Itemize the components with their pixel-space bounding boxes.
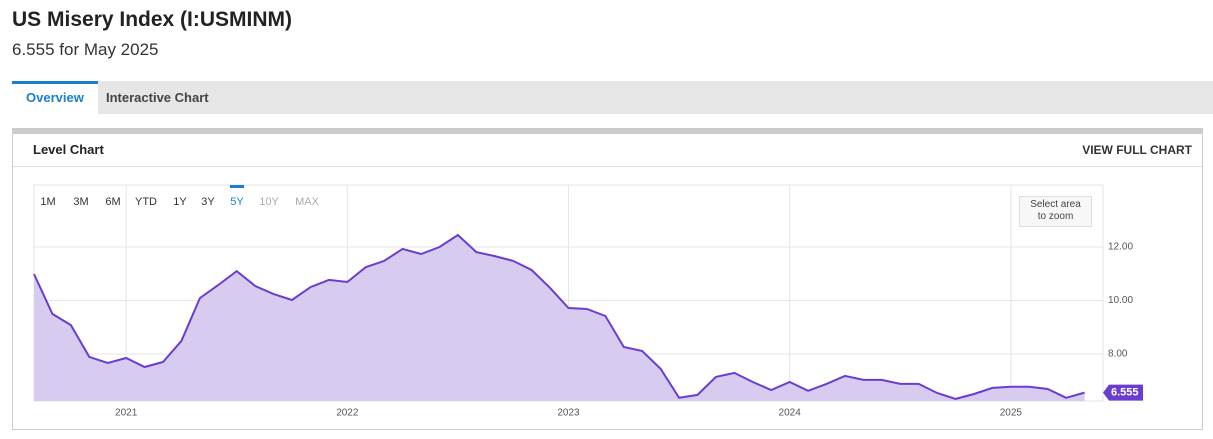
y-tick-label: 8.00 <box>1108 349 1128 360</box>
zoom-hint: Select area to zoom <box>1019 196 1092 227</box>
x-tick-label: 2023 <box>557 408 580 419</box>
range-button[interactable]: YTD <box>135 196 157 208</box>
range-button[interactable]: 5Y <box>230 196 244 208</box>
range-button[interactable]: 1Y <box>173 196 187 208</box>
line <box>33 233 1085 400</box>
area <box>34 235 1085 401</box>
tab[interactable]: Interactive Chart <box>106 90 209 105</box>
y-tick-label: 10.00 <box>1108 295 1133 306</box>
x-tick-label: 2025 <box>1000 408 1023 419</box>
range-button: MAX <box>295 196 320 208</box>
page-title: US Misery Index (I:USMINM) <box>12 8 293 31</box>
range-button[interactable]: 3M <box>73 196 88 208</box>
range-button[interactable]: 1M <box>40 196 55 208</box>
last-value-label: 6.555 <box>1111 386 1139 398</box>
panel-header: Level Chart VIEW FULL CHART <box>13 134 1202 167</box>
last-value-badge <box>1103 384 1143 401</box>
tab[interactable]: Overview <box>12 81 98 114</box>
x-tick-label: 2021 <box>115 408 138 419</box>
view-full-chart[interactable]: VIEW FULL CHART <box>1082 143 1192 157</box>
range-active-bar <box>230 185 244 188</box>
x-tick-label: 2024 <box>779 408 802 419</box>
panel-title: Level Chart <box>33 142 104 157</box>
x-tick-label: 2022 <box>336 408 359 419</box>
chart-panel: Level Chart VIEW FULL CHART <box>12 128 1203 430</box>
y-tick-label: 12.00 <box>1108 242 1133 253</box>
page-subtitle: 6.555 for May 2025 <box>12 40 159 59</box>
tab-bar: Overview Interactive Chart <box>12 81 1213 114</box>
range-button: 10Y <box>259 196 279 208</box>
range-button[interactable]: 6M <box>105 196 120 208</box>
range-button[interactable]: 3Y <box>201 196 215 208</box>
